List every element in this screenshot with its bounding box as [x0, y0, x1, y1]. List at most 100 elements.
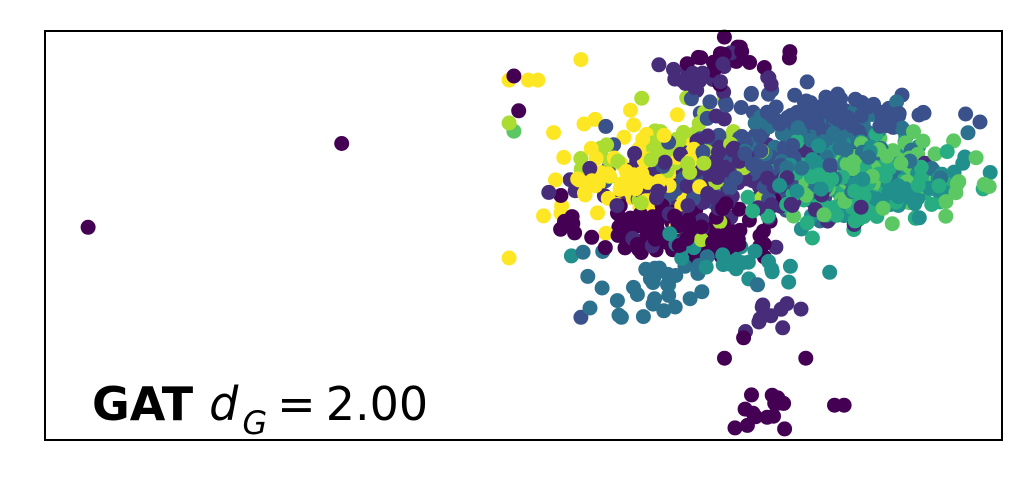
scatter-point: [634, 90, 650, 106]
scatter-point: [798, 93, 814, 109]
scatter-point: [702, 94, 718, 110]
scatter-point: [600, 166, 616, 182]
annotation-value: 2.00: [326, 377, 428, 431]
scatter-point: [700, 128, 716, 144]
scatter-point: [799, 215, 815, 231]
scatter-point: [822, 264, 838, 280]
scatter-point: [882, 106, 898, 122]
scatter-point: [635, 131, 651, 147]
scatter-point: [576, 116, 592, 132]
scatter-point: [768, 99, 784, 115]
scatter-point: [916, 105, 932, 121]
scatter-point: [715, 56, 731, 72]
scatter-point: [768, 239, 784, 255]
scatter-point: [972, 114, 988, 130]
scatter-point: [742, 55, 758, 70]
scatter-point: [931, 178, 947, 194]
scatter-point: [506, 68, 522, 84]
scatter-point: [790, 120, 806, 136]
scatter-point: [748, 409, 763, 425]
scatter-point: [982, 165, 998, 180]
scatter-point: [763, 308, 779, 324]
scatter-point: [822, 157, 838, 173]
scatter-point: [598, 118, 614, 134]
scatter-point: [594, 280, 610, 296]
scatter-point: [679, 178, 695, 194]
scatter-point: [846, 154, 861, 170]
scatter-point: [893, 155, 909, 171]
scatter-point: [924, 197, 940, 212]
scatter-point: [906, 124, 921, 140]
scatter-point: [616, 129, 632, 145]
scatter-point: [759, 170, 775, 186]
scatter-point: [829, 207, 845, 223]
scatter-point: [938, 194, 954, 210]
scatter-point: [647, 291, 663, 307]
scatter-point: [598, 225, 614, 241]
scatter-point: [889, 94, 905, 110]
scatter-point: [334, 136, 350, 151]
scatter-point: [763, 197, 779, 213]
scatter-point: [656, 127, 672, 143]
scatter-point: [960, 125, 976, 141]
annotation-model: GAT: [92, 377, 194, 431]
scatter-point: [939, 144, 955, 160]
scatter-point: [730, 231, 746, 247]
scatter-point: [775, 320, 791, 336]
scatter-point: [618, 164, 634, 179]
scatter-point: [716, 228, 732, 244]
scatter-point: [875, 200, 891, 216]
scatter-point: [777, 421, 793, 437]
scatter-point: [705, 235, 721, 251]
scatter-point: [772, 178, 788, 193]
scatter-point: [879, 148, 895, 164]
scatter-point: [958, 106, 974, 122]
scatter-point: [548, 172, 563, 188]
scatter-point: [759, 409, 775, 425]
scatter-point: [861, 149, 877, 165]
scatter-point: [736, 330, 752, 346]
scatter-point: [556, 149, 572, 165]
scatter-point: [847, 91, 863, 107]
scatter-point: [610, 153, 626, 169]
scatter-point: [696, 155, 712, 171]
scatter-points: [80, 29, 998, 437]
scatter-point: [80, 219, 96, 235]
scatter-point: [683, 91, 699, 107]
scatter-point: [820, 104, 836, 120]
scatter-point: [938, 208, 954, 224]
scatter-point: [651, 57, 667, 73]
scatter-point: [838, 142, 854, 158]
scatter-point: [680, 198, 696, 214]
scatter-point: [590, 205, 605, 221]
scatter-point: [727, 420, 743, 436]
scatter-point: [779, 296, 795, 312]
scatter-point: [807, 154, 823, 170]
scatter-point: [927, 146, 943, 162]
scatter-point: [752, 128, 768, 144]
scatter-point: [747, 243, 763, 259]
scatter-point: [915, 133, 931, 149]
scatter-point: [629, 287, 645, 302]
scatter-point: [501, 115, 517, 131]
scatter-point: [584, 229, 600, 245]
scatter-point: [632, 206, 648, 222]
scatter-point: [577, 187, 593, 203]
scatter-point: [613, 309, 629, 325]
scatter-point: [794, 160, 810, 176]
annotation-symbol: d: [209, 377, 239, 431]
scatter-point: [501, 250, 517, 266]
scatter-point: [564, 209, 580, 225]
scatter-point: [563, 248, 579, 264]
scatter-point: [877, 168, 893, 184]
scatter-point: [772, 116, 788, 132]
scatter-point: [753, 143, 769, 159]
scatter-point: [913, 159, 929, 175]
scatter-point: [907, 190, 923, 206]
scatter-point: [623, 102, 638, 118]
scatter-point: [733, 100, 749, 115]
scatter-point: [728, 170, 744, 186]
scatter-point: [781, 50, 797, 66]
scatter-point: [511, 103, 527, 119]
scatter-point: [669, 107, 685, 123]
